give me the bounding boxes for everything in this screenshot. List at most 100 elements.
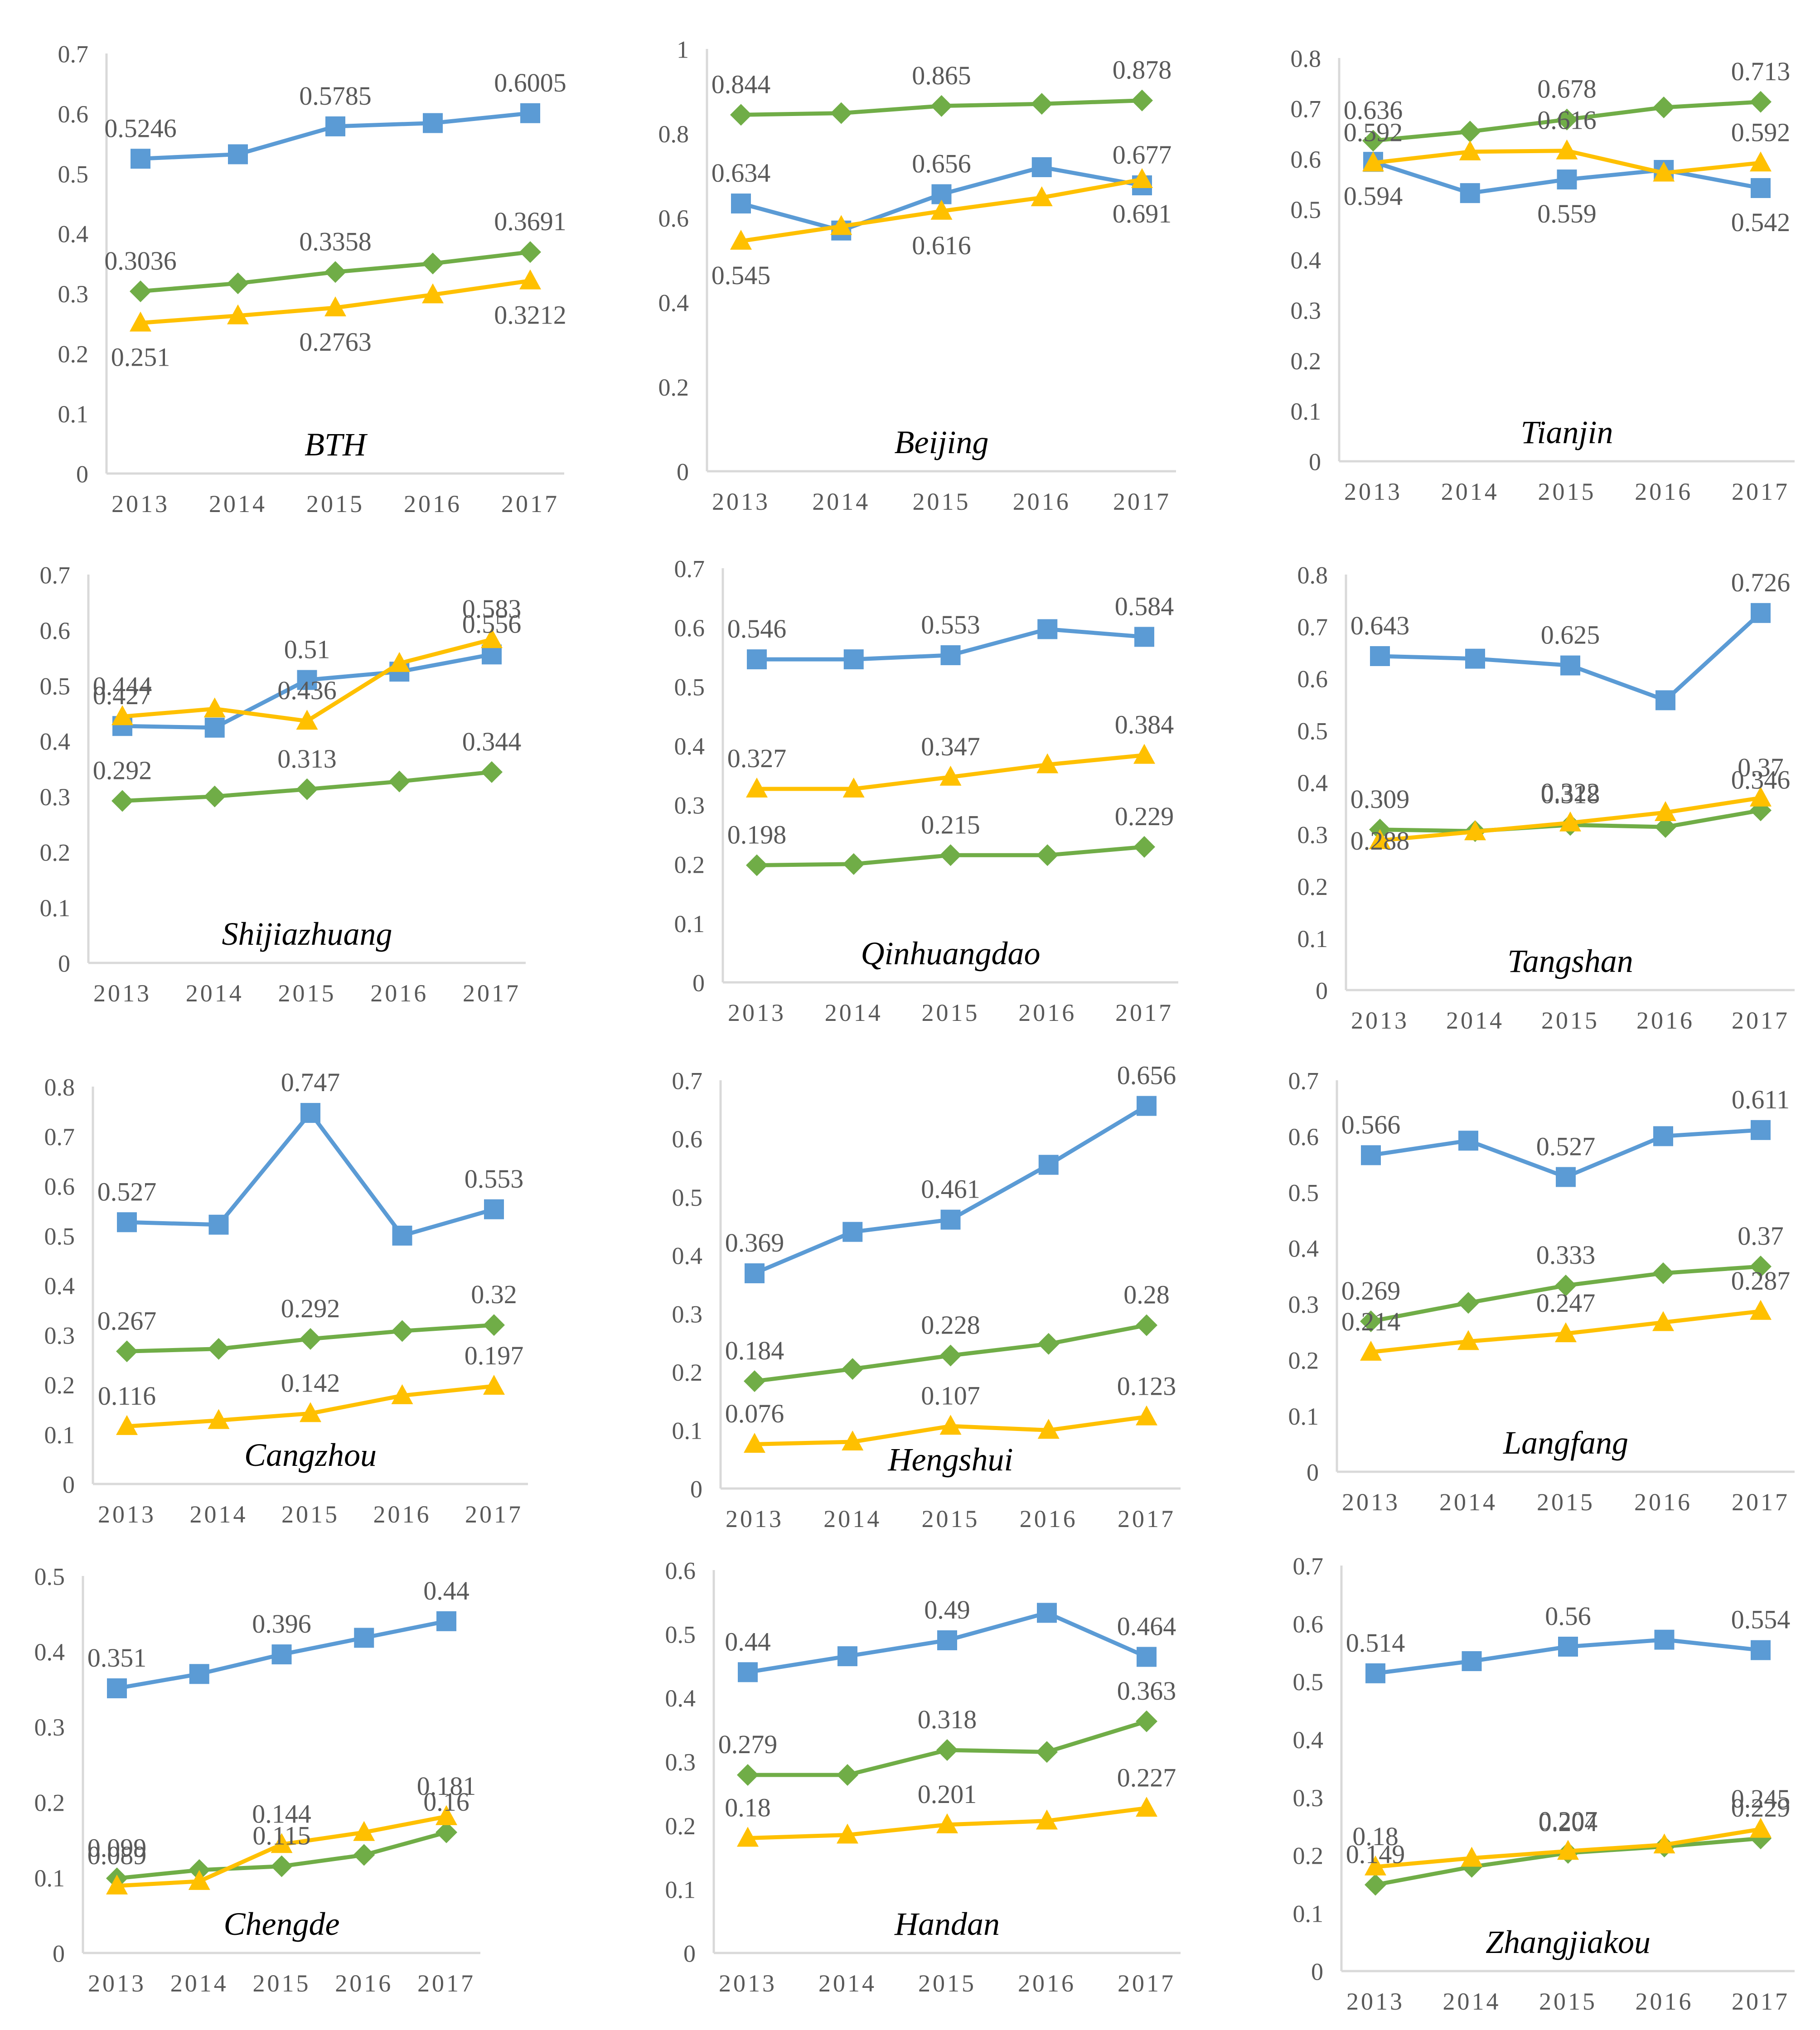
data-point-triangle [1131, 168, 1153, 188]
data-label: 0.292 [93, 756, 152, 785]
y-tick-label: 0.2 [672, 1359, 703, 1386]
data-point-triangle [111, 705, 133, 725]
data-label: 0.611 [1732, 1085, 1790, 1114]
chart-cangzhou: 0 0.1 0.2 0.3 0.4 0.5 0.6 0.7 0.8 2013 2014 2015 201… [44, 1068, 528, 1528]
x-tick-label: 2016 [1020, 1505, 1078, 1532]
data-point-square [423, 113, 443, 133]
data-label: 0.691 [1113, 199, 1172, 228]
data-point-square [271, 1644, 292, 1665]
data-label: 0.396 [252, 1609, 311, 1638]
data-label: 0.313 [277, 744, 337, 773]
y-tick-label: 0.8 [44, 1073, 75, 1101]
data-label: 0.553 [465, 1164, 524, 1194]
y-tick-label: 0.1 [44, 1421, 75, 1449]
data-point-square [1370, 646, 1390, 666]
x-tick-label: 2013 [1342, 1489, 1400, 1516]
x-tick-label: 2015 [306, 490, 364, 517]
data-label: 0.288 [1350, 826, 1410, 856]
y-tick-label: 0 [1307, 1459, 1319, 1486]
y-tick-label: 0.3 [44, 1322, 75, 1349]
data-label: 0.656 [1117, 1061, 1176, 1090]
data-point-square [842, 1222, 863, 1242]
x-tick-label: 2015 [1539, 1988, 1597, 2015]
data-point-square [228, 144, 248, 164]
y-tick-label: 0.4 [672, 1242, 703, 1270]
y-tick-label: 0 [58, 950, 70, 977]
data-point-triangle [116, 1415, 138, 1435]
data-point-triangle [1036, 1809, 1058, 1830]
data-point-triangle [1653, 161, 1675, 182]
chart-title: Qinhuangdao [861, 935, 1041, 972]
data-point-triangle [519, 269, 541, 290]
y-tick-label: 0 [1309, 448, 1321, 475]
data-label: 0.583 [462, 594, 522, 624]
y-tick-label: 0.2 [1297, 873, 1328, 900]
data-label: 0.327 [727, 744, 787, 773]
data-label: 0.309 [1350, 784, 1410, 814]
data-point-triangle [208, 1409, 230, 1429]
y-tick-label: 0.2 [658, 374, 689, 401]
data-point-triangle [842, 778, 865, 798]
x-tick-label: 2017 [463, 980, 521, 1007]
data-label: 0.553 [921, 610, 980, 639]
x-tick-label: 2015 [918, 1970, 976, 1997]
data-label: 0.5785 [299, 81, 372, 111]
data-point-triangle [1750, 1817, 1772, 1838]
data-point-triangle [1459, 140, 1481, 160]
data-label: 0.436 [277, 676, 337, 705]
data-point-diamond [353, 1844, 375, 1866]
data-point-triangle [744, 1433, 765, 1453]
x-tick-label: 2016 [373, 1501, 431, 1528]
y-tick-label: 0.4 [44, 1272, 75, 1300]
data-point-square [1558, 1637, 1578, 1657]
data-label: 0.636 [1344, 95, 1403, 125]
data-label: 0.267 [97, 1306, 157, 1335]
data-label: 0.287 [1731, 1266, 1791, 1295]
chart-bth: 0 0.1 0.2 0.3 0.4 0.5 0.6 0.7 2013 2014 2015 2016 20… [58, 40, 566, 517]
data-label: 0.247 [1536, 1288, 1596, 1318]
y-tick-label: 0.3 [1288, 1291, 1319, 1318]
data-point-diamond [842, 853, 865, 875]
data-point-diamond [324, 261, 346, 283]
x-tick-label: 2013 [719, 1970, 777, 1997]
data-point-diamond [1461, 1856, 1483, 1878]
data-label: 0.18 [1352, 1822, 1399, 1851]
data-point-triangle [1750, 786, 1772, 807]
y-tick-label: 0.7 [44, 1123, 75, 1150]
data-label: 0.3691 [494, 207, 566, 236]
data-point-triangle [730, 230, 752, 250]
data-point-square [747, 649, 767, 670]
data-label: 0.554 [1731, 1605, 1791, 1634]
data-label: 0.44 [725, 1627, 771, 1656]
y-tick-label: 0.7 [1297, 614, 1328, 641]
data-label: 0.656 [912, 149, 971, 179]
y-tick-label: 0.8 [1297, 561, 1328, 589]
data-point-triangle [1133, 744, 1155, 764]
data-label: 0.5246 [104, 113, 177, 143]
series-line-blue [126, 1111, 495, 1238]
y-tick-label: 1 [677, 36, 689, 63]
data-label: 0.514 [1346, 1628, 1405, 1658]
data-point-diamond [483, 1314, 505, 1336]
x-tick-label: 2016 [1636, 1988, 1694, 2015]
data-point-triangle [388, 652, 411, 672]
data-point-square [1655, 690, 1675, 710]
data-label: 0.844 [712, 69, 771, 99]
data-label: 0.251 [111, 343, 170, 372]
y-tick-label: 0.5 [1288, 1179, 1319, 1206]
data-label: 0.123 [1117, 1372, 1176, 1401]
data-label: 0.18 [725, 1793, 771, 1822]
x-tick-label: 2014 [823, 1505, 881, 1532]
y-tick-label: 0.3 [34, 1714, 65, 1741]
data-label: 0.584 [1115, 591, 1174, 621]
data-point-triangle [737, 1827, 759, 1847]
data-label: 0.198 [727, 820, 787, 849]
y-tick-label: 0.1 [1293, 1900, 1324, 1928]
data-point-diamond [939, 844, 962, 866]
data-point-triangle [1559, 811, 1581, 831]
data-label: 0.546 [727, 614, 787, 643]
data-point-diamond [1655, 816, 1676, 838]
x-tick-label: 2014 [1439, 1489, 1497, 1516]
data-label: 0.444 [93, 671, 152, 701]
